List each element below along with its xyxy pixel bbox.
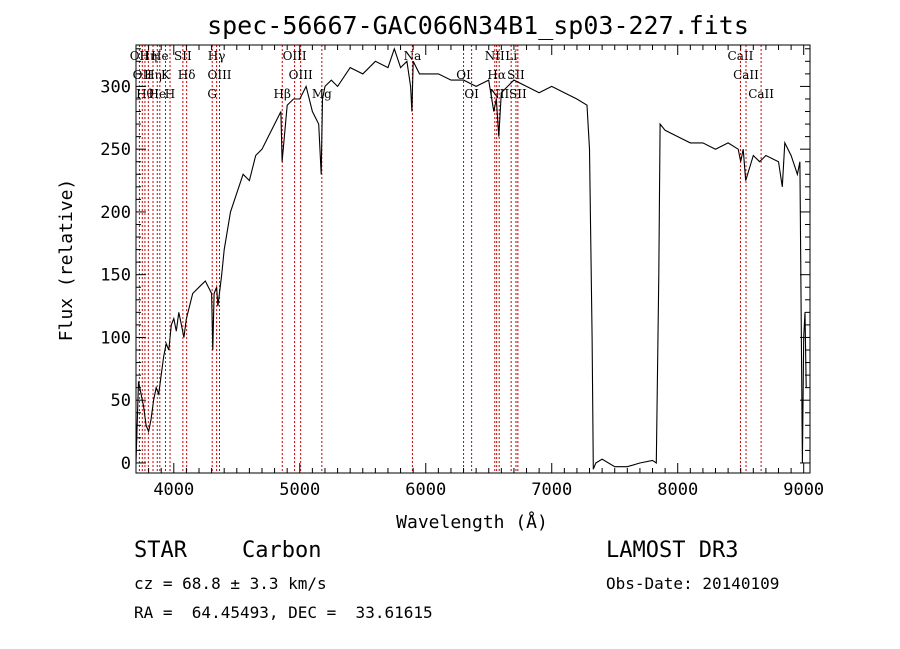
line-marker-label: CaII bbox=[748, 87, 774, 101]
line-marker-label: He bbox=[149, 87, 167, 101]
line-marker-label: Hγ bbox=[208, 49, 226, 63]
line-marker-label: SII bbox=[509, 87, 527, 101]
line-marker-label: OI bbox=[456, 68, 471, 82]
line-marker-label: NII bbox=[489, 87, 509, 101]
line-marker-group: OIIOIIHθHηHηHeHeKHSIIHδGHγOIIIHβOIIIOIII… bbox=[130, 45, 774, 473]
object-class: STAR bbox=[134, 538, 187, 563]
line-marker-label: Na bbox=[404, 49, 422, 63]
line-marker-label: G bbox=[207, 87, 217, 101]
line-marker-label: OII bbox=[133, 68, 153, 82]
y-tick-label: 150 bbox=[100, 266, 131, 286]
y-tick-label: 250 bbox=[100, 140, 131, 160]
x-axis-label: Wavelength (Å) bbox=[396, 511, 548, 533]
line-marker-label: Hδ bbox=[178, 68, 196, 82]
line-marker-label: OII bbox=[130, 49, 150, 63]
y-tick-label: 200 bbox=[100, 203, 131, 223]
redshift-cz: cz = 68.8 ± 3.3 km/s bbox=[134, 574, 327, 593]
line-marker-label: Hβ bbox=[274, 87, 291, 101]
line-marker-label: OIII bbox=[207, 68, 231, 82]
x-tick-label: 6000 bbox=[405, 480, 446, 500]
coordinates: RA = 64.45493, DEC = 33.61615 bbox=[134, 603, 433, 622]
y-tick-label: 100 bbox=[100, 328, 131, 348]
line-marker-label: Hθ bbox=[136, 87, 154, 101]
observation-date: Obs-Date: 20140109 bbox=[606, 574, 780, 593]
survey-name: LAMOST DR3 bbox=[606, 538, 739, 563]
line-marker-label: SII bbox=[507, 68, 525, 82]
line-marker-label: OI bbox=[464, 87, 479, 101]
x-axis: 4000 5000 6000 7000 8000 9000 bbox=[135, 45, 824, 500]
x-tick-label: 4000 bbox=[153, 480, 194, 500]
plot-frame bbox=[135, 44, 811, 474]
y-axis: 0 50 100 150 200 250 300 bbox=[100, 48, 810, 474]
line-marker-label: He bbox=[151, 49, 169, 63]
line-marker-label: Li bbox=[505, 49, 517, 63]
line-marker-label: CaII bbox=[728, 49, 754, 63]
x-tick-label: 8000 bbox=[657, 480, 698, 500]
chart-title: spec-56667-GAC066N34B1_sp03-227.fits bbox=[207, 11, 749, 40]
line-marker-label: NII bbox=[485, 49, 505, 63]
line-marker-label: Mg bbox=[312, 87, 332, 101]
line-marker-label: Hη bbox=[144, 68, 162, 82]
y-axis-label: Flux (relative) bbox=[56, 179, 77, 342]
y-tick-label: 50 bbox=[111, 391, 131, 411]
line-marker-label: Hα bbox=[487, 68, 506, 82]
line-marker-label: CaII bbox=[733, 68, 759, 82]
x-tick-label: 7000 bbox=[531, 480, 572, 500]
spectrum-layer bbox=[136, 47, 807, 470]
line-marker-label: OIII bbox=[289, 68, 313, 82]
line-marker-label: Hη bbox=[140, 49, 158, 63]
x-tick-label: 5000 bbox=[279, 480, 320, 500]
line-marker-label: H bbox=[165, 87, 175, 101]
spectrum-line bbox=[136, 47, 807, 470]
y-tick-label: 0 bbox=[121, 454, 131, 474]
line-marker-label: K bbox=[161, 68, 171, 82]
line-marker-label: SII bbox=[174, 49, 192, 63]
line-marker-label: OIII bbox=[283, 49, 307, 63]
y-tick-label: 300 bbox=[100, 77, 131, 97]
object-subclass: Carbon bbox=[242, 538, 322, 563]
x-tick-label: 9000 bbox=[783, 480, 824, 500]
